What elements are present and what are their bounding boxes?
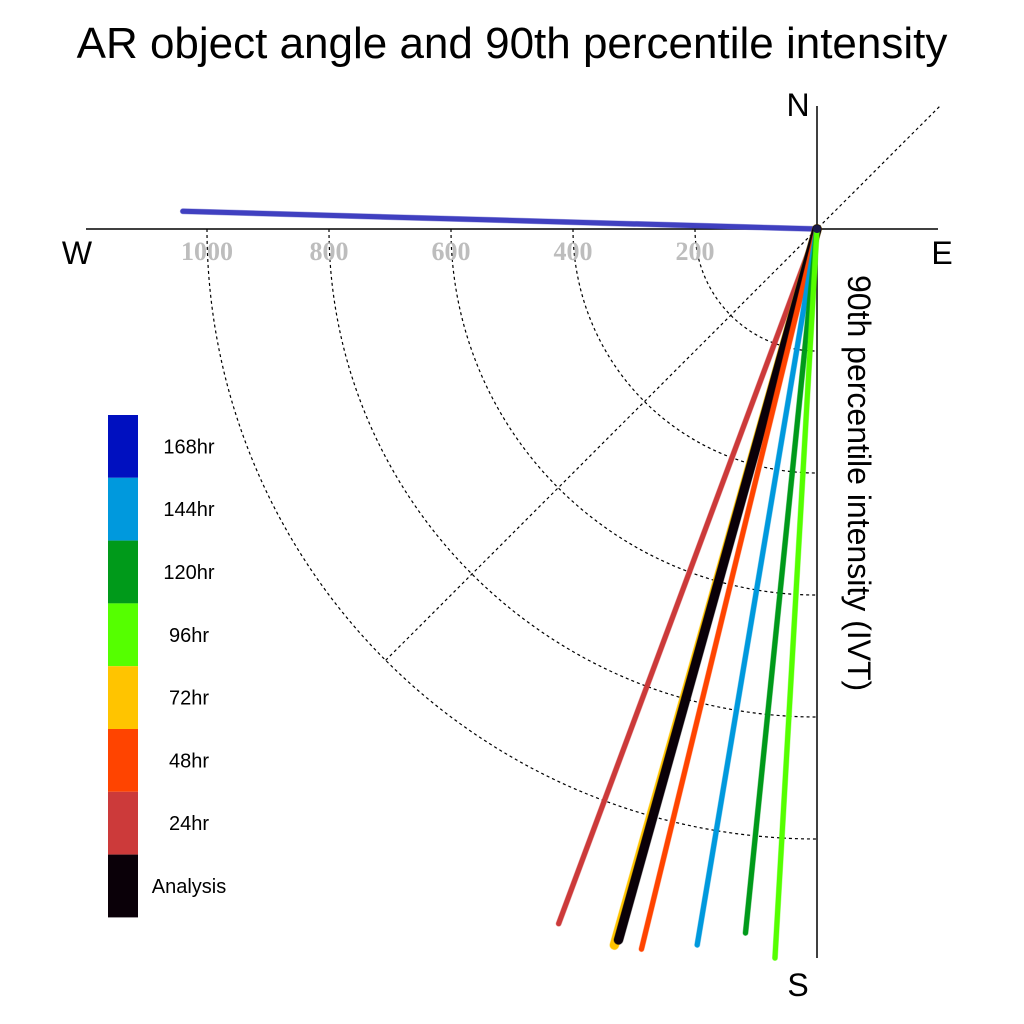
legend-swatch-168hr	[108, 415, 138, 478]
grid-arc-1	[572, 228, 818, 474]
tick-label-1000: 1000	[181, 237, 233, 266]
series-line-24hr	[556, 226, 820, 927]
legend-label-96hr: 96hr	[169, 625, 209, 647]
legend-label-72hr: 72hr	[169, 688, 209, 710]
south-label: S	[787, 967, 808, 1003]
tick-label-200: 200	[676, 237, 715, 266]
legend-swatch-analysis	[108, 854, 138, 918]
tick-label-800: 800	[310, 237, 349, 266]
legend: 168hr 144hr 120hr 96hr 72hr 48hr 24hr Analysis	[108, 415, 226, 918]
legend-label-120hr: 120hr	[163, 562, 214, 584]
legend-swatch-120hr	[108, 540, 138, 604]
legend-label-144hr: 144hr	[163, 499, 214, 521]
legend-label-168hr: 168hr	[163, 436, 214, 458]
series-line-144hr	[694, 226, 820, 948]
tick-label-400: 400	[554, 237, 593, 266]
east-label: E	[931, 235, 952, 271]
tick-label-600: 600	[432, 237, 471, 266]
legend-swatch-144hr	[108, 477, 138, 541]
compass-axes	[86, 106, 938, 958]
legend-swatch-72hr	[108, 666, 138, 729]
north-label: N	[786, 87, 809, 123]
grid-arc-2	[450, 228, 818, 596]
legend-swatch-96hr	[108, 603, 138, 667]
grid-diagonal	[385, 105, 941, 661]
legend-label-24hr: 24hr	[169, 813, 209, 835]
legend-label-analysis: Analysis	[152, 876, 226, 898]
chart-title: AR object angle and 90th percentile inte…	[77, 19, 948, 68]
y-axis-label: 90th percentile intensity (IVT)	[841, 275, 877, 691]
series-line-168hr	[180, 208, 820, 232]
radial-tick-labels: 200 400 600 800 1000	[181, 237, 715, 266]
grid-arc-0	[694, 228, 818, 352]
series-line-120hr	[742, 226, 820, 936]
legend-swatch-24hr	[108, 791, 138, 855]
series-line-96hr	[772, 226, 820, 961]
series-line-analysis	[614, 224, 822, 945]
legend-swatch-48hr	[108, 729, 138, 792]
series-lines	[179, 208, 822, 961]
legend-label-48hr: 48hr	[169, 750, 209, 772]
origin-marker	[813, 225, 821, 233]
series-line-48hr	[638, 226, 820, 952]
west-label: W	[62, 235, 93, 271]
